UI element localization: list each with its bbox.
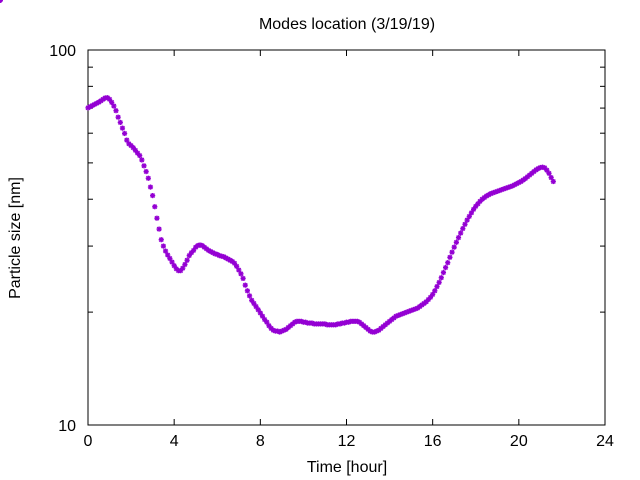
data-point xyxy=(167,255,173,262)
data-point xyxy=(156,226,162,232)
data-point xyxy=(236,267,242,273)
x-tick-label: 8 xyxy=(256,433,265,450)
data-point xyxy=(109,99,115,105)
data-point xyxy=(234,263,240,269)
data-point xyxy=(264,319,270,325)
data-point xyxy=(117,119,123,126)
data-point xyxy=(550,178,556,185)
data-point xyxy=(455,235,462,241)
data-point xyxy=(462,221,468,227)
data-point xyxy=(430,291,436,297)
plot-frame xyxy=(87,49,606,426)
data-point xyxy=(154,215,160,221)
data-point xyxy=(466,213,472,219)
data-point xyxy=(240,275,246,281)
chart-title: Modes location (3/19/19) xyxy=(259,16,435,33)
data-point xyxy=(395,312,401,318)
x-tick-label: 16 xyxy=(424,433,442,450)
data-point xyxy=(471,206,477,212)
data-series xyxy=(0,0,556,335)
data-point xyxy=(0,0,3,3)
data-point xyxy=(141,163,147,169)
data-point xyxy=(143,168,149,175)
data-point xyxy=(451,244,457,250)
data-point xyxy=(162,248,169,254)
data-point xyxy=(464,217,470,223)
data-point xyxy=(442,264,449,271)
y-tick-label: 10 xyxy=(58,418,76,435)
y-axis: 10 100 xyxy=(49,43,605,435)
data-point xyxy=(440,269,447,276)
x-tick-label: 20 xyxy=(510,433,528,450)
x-axis: 0 4 8 12 16 20 24 xyxy=(84,50,614,450)
data-point xyxy=(244,288,251,294)
data-point xyxy=(124,137,130,143)
data-point xyxy=(113,108,119,114)
data-point xyxy=(152,204,158,210)
y-tick-label: 100 xyxy=(49,43,76,60)
y-axis-label: Particle size [nm] xyxy=(7,177,24,299)
data-point xyxy=(242,282,248,288)
x-tick-label: 4 xyxy=(170,433,179,450)
data-point xyxy=(147,184,154,190)
data-point xyxy=(150,193,156,199)
data-point xyxy=(158,237,164,243)
data-point xyxy=(436,279,442,286)
data-point xyxy=(180,265,186,271)
data-point xyxy=(501,186,507,192)
data-point xyxy=(399,311,406,317)
x-axis-label: Time [hour] xyxy=(307,459,387,476)
data-point xyxy=(432,288,438,294)
data-point xyxy=(546,170,552,176)
data-point xyxy=(458,230,464,236)
data-point xyxy=(115,114,121,120)
x-tick-label: 0 xyxy=(84,433,93,450)
data-point xyxy=(438,275,444,281)
data-point xyxy=(449,249,455,255)
data-point xyxy=(130,145,136,151)
data-point xyxy=(447,254,453,260)
data-point xyxy=(184,257,190,263)
data-point xyxy=(137,152,143,159)
data-point xyxy=(460,226,466,232)
data-point xyxy=(119,125,126,131)
data-point xyxy=(445,260,451,266)
data-point xyxy=(468,210,475,216)
data-point xyxy=(453,239,459,245)
data-point xyxy=(160,243,166,249)
data-point xyxy=(139,157,145,163)
data-point xyxy=(122,130,128,137)
data-point xyxy=(434,283,440,290)
x-tick-label: 12 xyxy=(338,433,356,450)
data-point xyxy=(238,271,244,277)
data-point xyxy=(169,259,175,265)
data-point xyxy=(182,261,188,268)
data-point xyxy=(111,103,117,109)
data-point xyxy=(246,293,253,299)
data-point xyxy=(548,174,554,181)
data-point xyxy=(255,307,261,313)
x-tick-label: 24 xyxy=(596,433,614,450)
data-point xyxy=(145,175,151,181)
